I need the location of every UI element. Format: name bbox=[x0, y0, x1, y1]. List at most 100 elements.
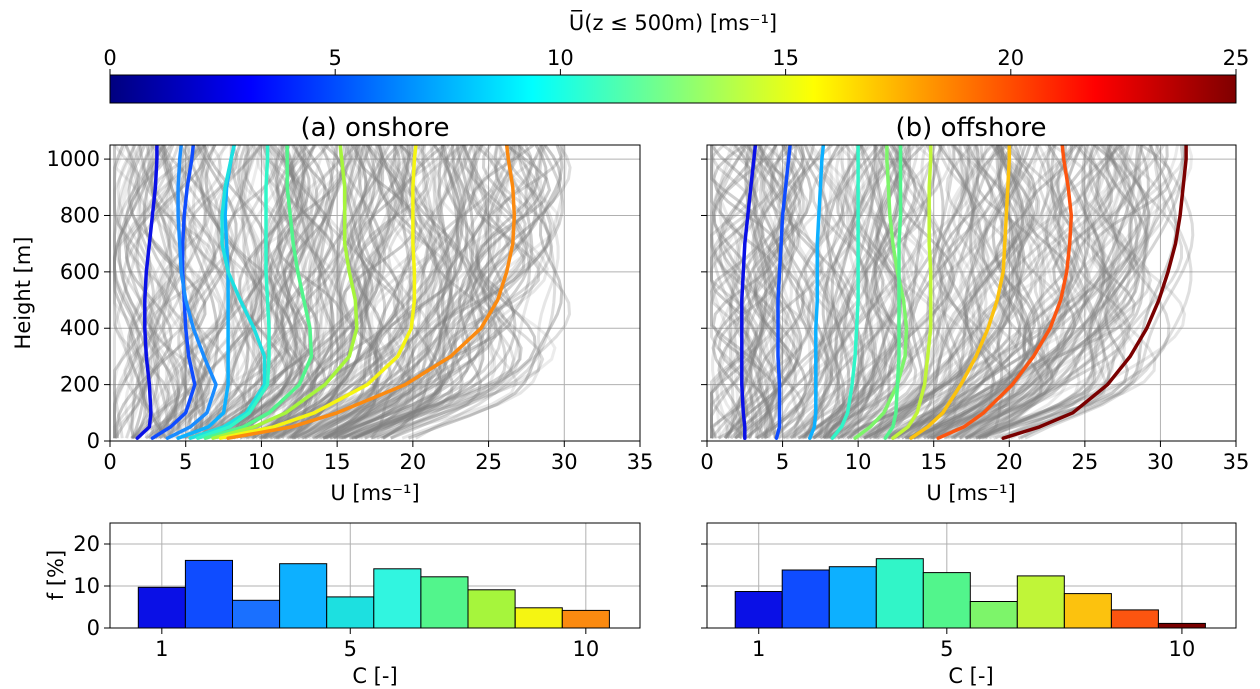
background-profile bbox=[747, 145, 800, 440]
background-profile bbox=[124, 145, 196, 439]
background-profile bbox=[782, 145, 880, 440]
mean-profile-8 bbox=[211, 145, 359, 440]
background-profile bbox=[143, 145, 207, 440]
background-profile bbox=[755, 145, 829, 440]
background-profile bbox=[262, 145, 450, 440]
background-profile bbox=[260, 145, 358, 440]
background-profile bbox=[363, 145, 526, 440]
background-profile bbox=[209, 145, 263, 439]
background-profile bbox=[717, 145, 779, 440]
histogram-offshore-ticks: 1 5 10 bbox=[701, 543, 1195, 661]
x-tick-label: 1 bbox=[752, 637, 765, 661]
background-profile bbox=[792, 145, 870, 439]
y-tick-label: 200 bbox=[60, 373, 100, 397]
background-profile bbox=[340, 145, 523, 440]
background-profile bbox=[311, 145, 413, 440]
background-profile bbox=[291, 145, 493, 440]
background-profile bbox=[221, 145, 329, 440]
background-profile bbox=[275, 145, 397, 440]
background-profile bbox=[200, 145, 256, 440]
background-profile bbox=[382, 145, 554, 440]
background-profile bbox=[929, 145, 1074, 440]
background-profile bbox=[251, 145, 334, 440]
panel-onshore-frame bbox=[109, 144, 641, 442]
panel-offshore-background bbox=[707, 145, 1236, 441]
background-profile bbox=[885, 145, 1019, 440]
histogram-bar-2 bbox=[781, 569, 830, 629]
background-profile bbox=[837, 145, 912, 440]
background-profile bbox=[340, 145, 467, 440]
background-profile bbox=[291, 145, 410, 440]
background-profile bbox=[333, 145, 438, 440]
x-tick-label: 20 bbox=[996, 450, 1023, 474]
background-profile bbox=[216, 145, 360, 440]
background-profile bbox=[715, 145, 740, 439]
background-profile bbox=[968, 145, 1133, 440]
background-profile bbox=[971, 145, 1118, 440]
background-profile bbox=[711, 145, 754, 440]
background-profile bbox=[953, 145, 1131, 440]
background-profile bbox=[848, 145, 1025, 440]
background-profile bbox=[329, 145, 465, 440]
background-profile bbox=[791, 145, 862, 440]
background-profile bbox=[354, 145, 527, 440]
background-profile bbox=[350, 145, 521, 440]
background-profile bbox=[994, 145, 1187, 440]
background-profile bbox=[917, 145, 1075, 440]
background-profile bbox=[137, 145, 200, 439]
background-profile bbox=[192, 145, 250, 440]
background-profile bbox=[912, 145, 1085, 440]
background-profile bbox=[206, 145, 316, 440]
background-profile bbox=[744, 145, 782, 440]
background-profile bbox=[812, 145, 901, 440]
histogram-bar-8 bbox=[1063, 593, 1112, 629]
colorbar-label: U̅(z ≤ 500m) [ms⁻¹] bbox=[569, 9, 777, 35]
background-profile bbox=[912, 145, 1026, 440]
background-profile bbox=[1017, 145, 1178, 440]
background-profile bbox=[359, 145, 478, 440]
histogram-bar-7 bbox=[420, 576, 469, 629]
background-profile bbox=[357, 145, 545, 440]
background-profile bbox=[308, 145, 480, 440]
background-profile bbox=[999, 145, 1142, 440]
background-profile bbox=[829, 145, 885, 440]
background-profile bbox=[147, 145, 194, 440]
y-tick-label: 800 bbox=[60, 203, 100, 227]
background-profile bbox=[984, 145, 1129, 440]
background-profile bbox=[809, 145, 877, 440]
background-profile bbox=[800, 145, 873, 440]
background-profile bbox=[846, 145, 994, 440]
background-profile bbox=[863, 145, 975, 440]
background-profile bbox=[268, 145, 383, 440]
background-profile bbox=[337, 145, 500, 440]
background-profile bbox=[290, 145, 503, 440]
background-profile bbox=[262, 145, 404, 440]
background-profile bbox=[223, 145, 335, 440]
background-profile bbox=[904, 145, 1080, 440]
panel-onshore-series bbox=[135, 145, 517, 440]
background-profile bbox=[363, 145, 560, 440]
background-profile bbox=[289, 145, 416, 440]
background-profile bbox=[170, 145, 220, 440]
background-profile bbox=[198, 145, 258, 440]
panel-offshore-frame bbox=[706, 144, 1237, 442]
background-profile bbox=[790, 145, 856, 439]
histogram-bar-6 bbox=[373, 568, 422, 629]
background-profile bbox=[979, 145, 1117, 440]
mean-profile-3 bbox=[165, 145, 218, 440]
background-profile bbox=[259, 145, 364, 440]
background-profile bbox=[872, 145, 956, 439]
mean-profile-10 bbox=[226, 145, 517, 440]
x-tick-label: 0 bbox=[700, 450, 713, 474]
background-profile bbox=[959, 145, 1144, 440]
background-profile bbox=[814, 145, 898, 440]
background-profile bbox=[354, 145, 479, 440]
panel-offshore-ticks: 0 5 10 15 20 25 30 35 bbox=[700, 158, 1249, 474]
background-profile bbox=[324, 145, 459, 440]
background-profile bbox=[189, 145, 262, 439]
background-profile bbox=[113, 145, 150, 439]
background-profile bbox=[322, 145, 469, 440]
background-profile bbox=[763, 145, 845, 440]
background-profile bbox=[988, 145, 1162, 440]
background-profile bbox=[203, 145, 327, 440]
